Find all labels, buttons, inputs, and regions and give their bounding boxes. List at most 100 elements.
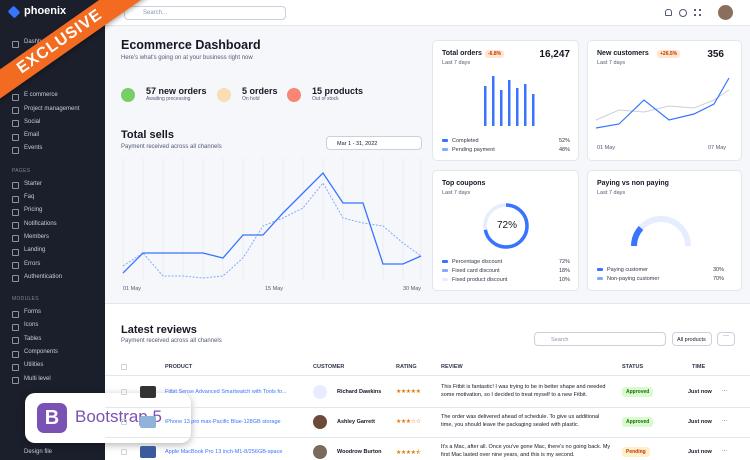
star: ⯪ [415, 450, 422, 456]
star: ☆ [410, 419, 416, 425]
reviews-title: Latest reviews [121, 324, 197, 336]
review-text: The order was delivered ahead of schedul… [441, 414, 600, 428]
nav-item[interactable]: Members [0, 231, 105, 244]
review-text: This Fitbit is fantastic! I was trying t… [441, 384, 606, 398]
legend-value: 18% [558, 268, 570, 274]
nav-item[interactable]: Design file [24, 449, 53, 455]
row-menu[interactable]: ··· [722, 448, 728, 454]
coupons-donut [483, 203, 529, 249]
card-title: Paying vs non paying [597, 180, 669, 187]
card-badge: -6.8% [485, 50, 505, 58]
nav-item[interactable]: Email [0, 129, 105, 142]
nav-item[interactable]: Multi level [0, 373, 105, 386]
product-filter[interactable]: All products [672, 332, 712, 346]
nav-item[interactable]: Landing [0, 244, 105, 257]
legend-label: Completed [452, 138, 479, 144]
customer-name[interactable]: Ashley Garrett [337, 419, 375, 425]
legend-value: 30% [712, 267, 724, 273]
review-text: It's a Mac, after all. Once you've gone … [441, 444, 611, 458]
nav-item[interactable]: Events [0, 142, 105, 155]
column-header[interactable]: REVIEW [441, 364, 463, 370]
legend-label: Paying customer [607, 267, 648, 273]
legend-label: Fixed card discount [452, 268, 500, 274]
card-paying [587, 170, 742, 291]
column-header[interactable]: STATUS [622, 364, 644, 370]
nav-item[interactable]: Components [0, 346, 105, 359]
legend-item: Paying customer [597, 267, 648, 273]
row-menu[interactable]: ··· [722, 418, 728, 424]
avatar[interactable] [718, 5, 733, 20]
card-top-coupons [432, 170, 579, 291]
stat-title: 5 orders [242, 86, 278, 96]
date-range[interactable]: Mar 1 - 31, 2022 [326, 136, 422, 150]
nav-item[interactable]: Starter [0, 178, 105, 191]
section-title: Total sells [121, 129, 174, 141]
column-header[interactable]: TIME [692, 364, 706, 370]
customer-name[interactable]: Woodrow Burton [337, 449, 382, 455]
legend-swatch [442, 260, 448, 264]
x-axis-label: 01 May [597, 145, 616, 151]
nav-item[interactable]: Notifications [0, 218, 105, 231]
row-menu[interactable]: ··· [722, 388, 728, 394]
checkbox[interactable] [121, 389, 127, 395]
card-period: Last 7 days [442, 190, 471, 196]
checkbox[interactable] [121, 419, 127, 425]
legend-item: Fixed card discount [442, 268, 500, 274]
time: Just now [688, 389, 712, 395]
card-period: Last 7 days [597, 190, 626, 196]
nav-item[interactable]: Tables [0, 333, 105, 346]
previous-line [122, 182, 422, 279]
nav-item[interactable]: E commerce [0, 89, 105, 102]
product-thumb [140, 416, 156, 428]
checkbox[interactable] [121, 449, 127, 455]
nav-item[interactable]: Errors [0, 258, 105, 271]
product-link[interactable]: Fitbit Sense Advanced Smartwatch with To… [165, 389, 287, 395]
row-divider [105, 407, 750, 408]
nav-item[interactable]: Faq [0, 191, 105, 204]
nav-item[interactable]: Forms [0, 306, 105, 319]
nav-group: PAGES Starter Faq Pricing Notifications Membe… [0, 164, 105, 284]
legend-label: Percentage discount [452, 259, 503, 265]
x-axis-label: 07 May [708, 145, 727, 151]
reviews-search[interactable]: Search [534, 332, 666, 346]
product-link[interactable]: Apple MacBook Pro 13 inch-M1-8/256GB-spa… [165, 449, 283, 455]
legend-swatch [597, 277, 603, 281]
customer-name[interactable]: Richard Dawkins [337, 389, 382, 395]
column-header[interactable]: PRODUCT [165, 364, 193, 370]
section-subtitle: Payment received across all channels [121, 144, 222, 150]
card-title: Top coupons [442, 180, 486, 187]
column-header[interactable]: RATING [396, 364, 417, 370]
more-button[interactable]: ··· [717, 332, 735, 346]
time: Just now [688, 449, 712, 455]
star: ★ [405, 389, 411, 395]
star: ★ [396, 389, 401, 395]
customer-avatar [313, 385, 327, 399]
stat-icon [121, 88, 135, 102]
nav-item[interactable]: Social [0, 116, 105, 129]
nav-item[interactable]: Pricing [0, 204, 105, 217]
star: ★ [415, 389, 421, 395]
apps-icon[interactable] [694, 9, 701, 16]
nav-item[interactable]: Icons [0, 319, 105, 332]
legend-item: Pending payment [442, 147, 495, 153]
column-header[interactable]: CUSTOMER [313, 364, 345, 370]
nav-item[interactable]: Utilities [0, 359, 105, 372]
checkbox[interactable] [121, 364, 127, 370]
reviews-subtitle: Payment received across all channels [121, 338, 222, 344]
nav-item[interactable]: Project management [0, 103, 105, 116]
star: ★ [410, 450, 416, 456]
row-divider [105, 437, 750, 438]
card-value: 356 [707, 49, 724, 60]
nav-item[interactable]: Authentication [0, 271, 105, 284]
bell-icon[interactable] [665, 9, 672, 16]
search-box[interactable]: Search... [124, 6, 286, 20]
stat-sub: On hold [242, 96, 260, 102]
legend-swatch [442, 269, 448, 273]
settings-icon[interactable] [679, 9, 687, 17]
nav-section-title: PAGES [12, 167, 31, 174]
product-link[interactable]: iPhone 13 pro max-Pacific Blue-128GB sto… [165, 419, 281, 425]
star: ★ [396, 419, 401, 425]
status-badge: Approved [622, 417, 654, 427]
current-line [122, 171, 422, 274]
